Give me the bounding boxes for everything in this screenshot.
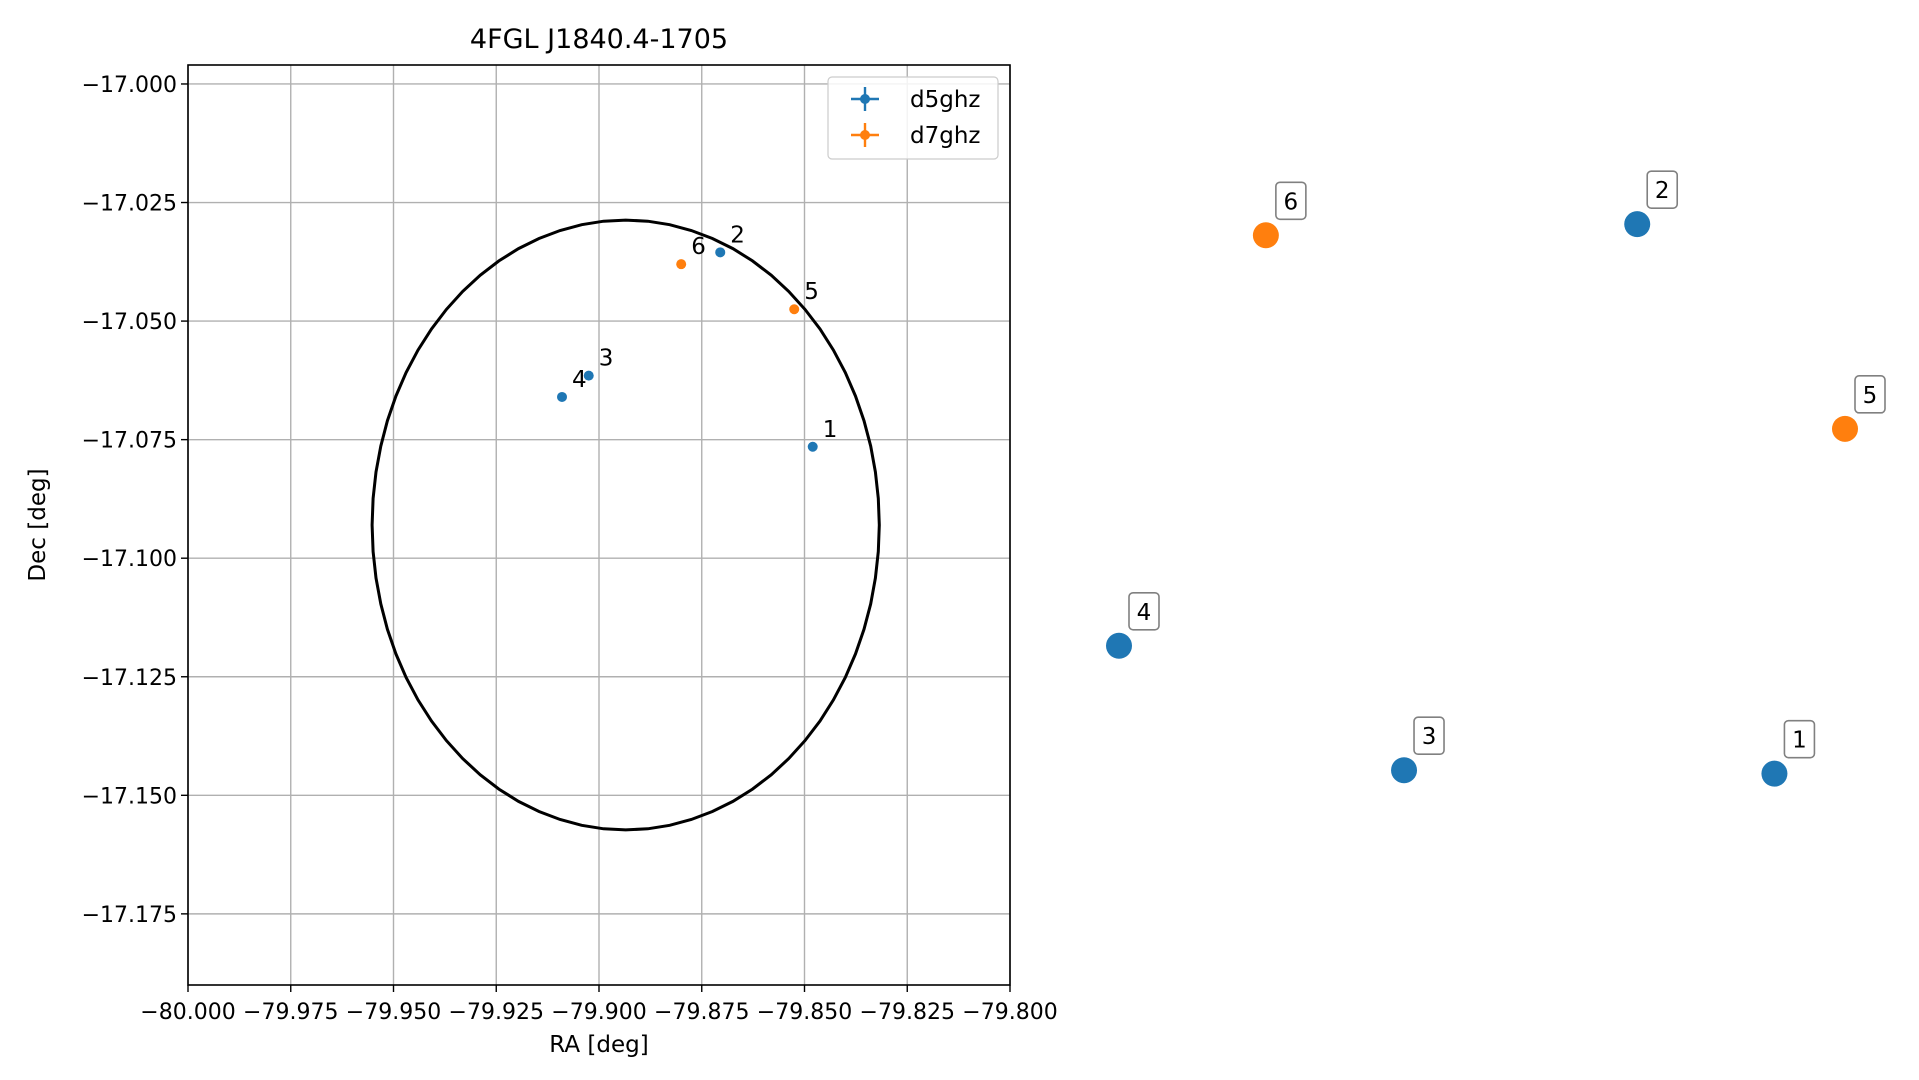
- legend-label-d7ghz: d7ghz: [910, 123, 980, 149]
- source-point-2: [715, 247, 726, 258]
- source-point-label: 5: [804, 279, 819, 305]
- y-tick-label: −17.100: [82, 547, 177, 572]
- label-overview-plot: 1 2 3 4 5 6: [1106, 170, 1886, 787]
- overview-label: 3: [1422, 724, 1437, 750]
- y-tick-label: −17.150: [82, 784, 177, 809]
- source-point-label: 6: [691, 234, 706, 260]
- overview-label-box: [1275, 181, 1307, 221]
- legend-entry-d7ghz: d7ghz: [851, 123, 980, 149]
- legend-marker-d5ghz: [851, 87, 879, 111]
- source-point-4: [557, 391, 568, 402]
- x-tick-label: −79.850: [757, 1000, 852, 1025]
- y-axis-ticks: −17.000 −17.025 −17.050 −17.075 −17.100 −17.1…: [82, 73, 188, 928]
- x-tick-label: −79.950: [346, 1000, 441, 1025]
- y-tick-label: −17.125: [82, 666, 177, 691]
- overview-label-box: [1413, 716, 1445, 756]
- source-points: 1 2 34 5 6: [557, 222, 838, 452]
- overview-point-5: [1832, 415, 1858, 442]
- y-tick-label: −17.025: [82, 192, 177, 217]
- overview-point-1: [1761, 760, 1788, 787]
- legend-marker-d7ghz: [851, 123, 879, 147]
- overview-point-3: [1391, 757, 1418, 784]
- source-point-label: 1: [823, 417, 838, 443]
- legend-box: [827, 76, 999, 160]
- y-tick-label: −17.000: [82, 73, 177, 98]
- source-point-3: [583, 370, 594, 381]
- x-tick-label: −80.000: [140, 1000, 235, 1025]
- y-tick-label: −17.050: [82, 310, 177, 335]
- source-point-label: 2: [730, 222, 745, 248]
- overview-label: 6: [1284, 189, 1299, 215]
- legend-label-d5ghz: d5ghz: [910, 87, 980, 113]
- source-point-label: 4: [572, 367, 587, 393]
- overview-label: 1: [1792, 728, 1807, 754]
- localization-ellipse-layer: [370, 218, 881, 832]
- x-tick-label: −79.925: [449, 1000, 544, 1025]
- x-tick-label: −79.800: [962, 1000, 1057, 1025]
- legend: d5ghz d7ghz: [827, 76, 999, 160]
- sky-position-plot: 1 2 34 5 6 −80.000 −79.975 −79.950 −79.925 −79.9…: [25, 24, 1058, 1058]
- overview-label-box: [1646, 170, 1679, 209]
- x-axis-ticks: −80.000 −79.975 −79.950 −79.925 −79.900 −79.8…: [140, 985, 1058, 1025]
- overview-label: 4: [1137, 600, 1152, 626]
- source-point-1: [807, 441, 818, 452]
- overview-label-box: [1854, 375, 1886, 414]
- overview-label: 2: [1655, 178, 1670, 204]
- source-point-label: 3: [599, 346, 614, 372]
- x-tick-label: −79.875: [654, 1000, 749, 1025]
- overview-point-4: [1106, 632, 1132, 659]
- x-tick-label: −79.825: [860, 1000, 955, 1025]
- overview-point-6: [1252, 222, 1279, 249]
- y-axis-label: Dec [deg]: [25, 468, 51, 581]
- source-point-5: [789, 304, 800, 315]
- overview-label-box: [1783, 719, 1816, 759]
- y-tick-label: −17.175: [82, 903, 177, 928]
- overview-label: 5: [1863, 383, 1878, 409]
- x-tick-label: −79.900: [551, 1000, 646, 1025]
- source-point-6: [676, 259, 687, 270]
- x-tick-label: −79.975: [243, 1000, 338, 1025]
- overview-label-box: [1128, 591, 1160, 631]
- y-tick-label: −17.075: [82, 429, 177, 454]
- chart-title: 4FGL J1840.4-1705: [470, 24, 728, 55]
- x-axis-label: RA [deg]: [549, 1032, 648, 1058]
- localization-ellipse: [370, 218, 881, 832]
- legend-entry-d5ghz: d5ghz: [851, 87, 980, 113]
- overview-point-2: [1624, 211, 1651, 238]
- grid: [187, 65, 1011, 985]
